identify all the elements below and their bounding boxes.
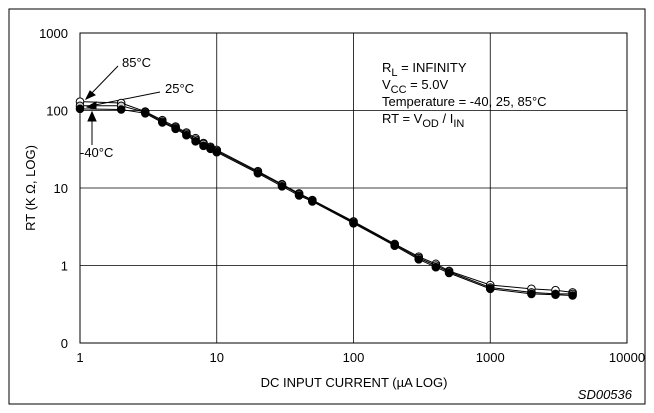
annotation-part: IN <box>453 118 464 130</box>
annotation: Temperature = -40, 25, 85°C <box>382 94 547 109</box>
annotation-part: = 5.0V <box>407 77 449 92</box>
annotation: RL = INFINITY <box>382 60 467 79</box>
data-point <box>431 262 441 272</box>
data-point <box>199 141 208 151</box>
x-tick-label: 100 <box>343 350 365 365</box>
y-tick-label: 100 <box>46 104 68 119</box>
x-tick-label: 1000 <box>476 350 505 365</box>
data-point <box>191 137 200 146</box>
data-point <box>349 219 358 228</box>
y-tick-label: 10 <box>54 181 68 196</box>
data-point <box>444 268 454 278</box>
data-point <box>294 191 304 200</box>
series-line <box>79 108 573 297</box>
data-point <box>568 291 577 300</box>
data-point <box>212 147 222 157</box>
figure-border <box>8 8 646 405</box>
annotation: VCC = 5.0V <box>382 77 448 96</box>
y-tick-label: 0 <box>61 336 68 351</box>
series-label: 85°C <box>122 55 151 70</box>
data-point <box>182 130 191 140</box>
annotation-part: RT = V <box>382 111 423 126</box>
annotation-part: Temperature = -40, 25, 85°C <box>382 94 547 109</box>
annotation-part: / I <box>439 111 453 126</box>
figure-id: SD00536 <box>578 387 633 402</box>
annotation-part: CC <box>391 84 407 96</box>
series-line <box>79 101 573 293</box>
series-label: 25°C <box>165 81 194 96</box>
data-point <box>414 255 424 264</box>
data-point <box>551 290 560 299</box>
data-point <box>158 118 167 127</box>
data-point <box>390 241 399 251</box>
x-tick-label: 10 <box>210 350 224 365</box>
data-point <box>116 105 126 114</box>
data-point <box>527 289 536 299</box>
annotation-part: = INFINITY <box>398 60 467 75</box>
data-point <box>140 109 150 118</box>
series-label: -40°C <box>80 145 113 160</box>
y-axis-label: RT (K Ω, LOG) <box>23 145 38 231</box>
data-point <box>171 124 180 134</box>
x-tick-label: 10000 <box>609 350 645 365</box>
data-point <box>253 168 263 178</box>
data-point <box>75 104 85 114</box>
annotation-part: V <box>382 77 391 92</box>
y-tick-label: 1 <box>61 259 68 274</box>
y-tick-label: 1000 <box>39 26 68 41</box>
annotation-part: OD <box>422 118 439 130</box>
annotation-part: L <box>391 67 397 79</box>
data-point <box>277 182 287 191</box>
x-axis-label: DC INPUT CURRENT (µA LOG) <box>261 375 448 390</box>
annotation-part: R <box>382 60 391 75</box>
annotation: RT = VOD / IIN <box>382 111 464 130</box>
x-tick-label: 1 <box>76 350 83 365</box>
data-point <box>485 284 495 294</box>
data-point <box>308 197 317 206</box>
